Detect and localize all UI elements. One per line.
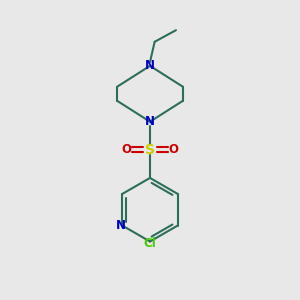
Text: N: N	[145, 115, 155, 128]
Text: O: O	[122, 143, 132, 156]
Text: N: N	[145, 59, 155, 72]
Text: O: O	[168, 143, 178, 156]
Text: N: N	[116, 219, 126, 232]
Text: S: S	[145, 142, 155, 157]
Text: Cl: Cl	[144, 237, 156, 250]
